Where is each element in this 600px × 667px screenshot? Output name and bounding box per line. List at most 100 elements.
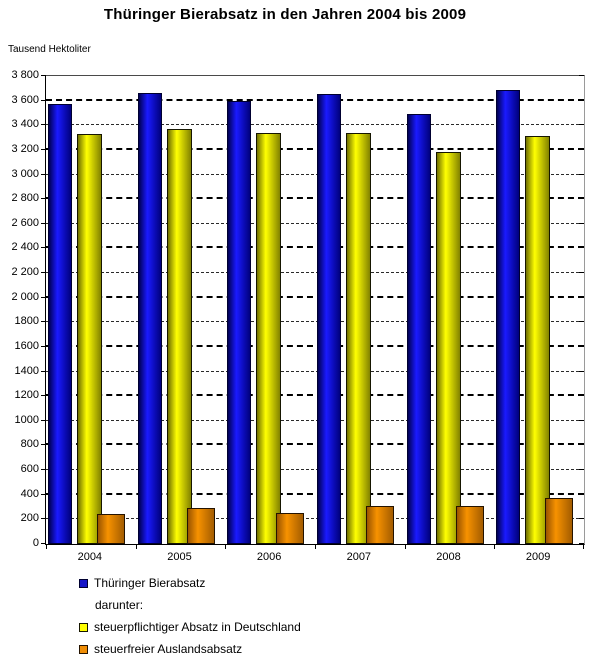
- y-tick-mark: [41, 296, 46, 298]
- y-tick-mark: [41, 222, 46, 224]
- bar-2006-series-2: [276, 513, 305, 544]
- y-tick-mark: [579, 493, 584, 495]
- y-tick-label-1400: 1400: [14, 364, 39, 377]
- x-tick-mark: [583, 544, 584, 549]
- bar-2006-series-1: [256, 133, 282, 544]
- y-tick-label-600: 600: [20, 463, 39, 476]
- y-tick-label-2400: 2 400: [11, 241, 39, 254]
- bar-2007-series-2: [366, 506, 394, 544]
- gridline-2200: [46, 272, 584, 274]
- y-tick-mark: [579, 75, 584, 76]
- y-tick-mark: [579, 321, 584, 323]
- y-tick-mark: [41, 75, 46, 76]
- y-tick-label-200: 200: [20, 512, 39, 525]
- gridline-800: [46, 443, 584, 446]
- bar-group-2008: [405, 76, 495, 544]
- y-tick-label-1600: 1600: [14, 339, 39, 352]
- y-tick-mark: [41, 247, 46, 249]
- y-tick-mark: [579, 518, 584, 520]
- x-tick-label-2009: 2009: [525, 551, 551, 563]
- legend-label-domestic: steuerpflichtiger Absatz in Deutschland: [94, 620, 301, 634]
- y-tick-mark: [579, 124, 584, 126]
- gridline-1800: [46, 321, 584, 323]
- y-tick-mark: [579, 395, 584, 397]
- bar-2005-series-0: [137, 93, 162, 544]
- y-tick-mark: [579, 148, 584, 150]
- y-tick-label-3600: 3 600: [11, 93, 39, 106]
- x-tick-mark: [46, 544, 47, 549]
- gridline-1000: [46, 419, 584, 421]
- gridline-200: [46, 518, 584, 520]
- x-tick-label-2006: 2006: [256, 551, 282, 563]
- y-tick-mark: [41, 272, 46, 274]
- y-tick-mark: [579, 469, 584, 471]
- legend-note-row: darunter:: [79, 598, 143, 612]
- gridline-2400: [46, 246, 584, 249]
- bar-2009-series-2: [545, 498, 574, 544]
- y-tick-mark: [579, 543, 584, 544]
- x-axis-tick-labels: 2004 2005 2006 2007 2008 2009: [45, 551, 583, 567]
- y-tick-mark: [579, 345, 584, 347]
- x-tick-mark: [404, 544, 406, 549]
- bar-2008-series-1: [435, 152, 461, 544]
- plot-area: [41, 75, 585, 549]
- y-tick-label-2600: 2 600: [11, 216, 39, 229]
- gridline-2800: [46, 197, 584, 200]
- gridline-2600: [46, 222, 584, 224]
- y-tick-mark: [41, 543, 46, 544]
- bar-2004-series-2: [97, 514, 125, 544]
- gridline-2000: [46, 295, 584, 298]
- gridline-1400: [46, 370, 584, 372]
- y-tick-mark: [41, 370, 46, 372]
- legend-item-export: steuerfreier Auslandsabsatz: [79, 642, 242, 656]
- bar-2005-series-2: [186, 508, 215, 544]
- y-tick-label-2200: 2 200: [11, 266, 39, 279]
- y-tick-mark: [579, 222, 584, 224]
- bar-2005-series-1: [166, 129, 192, 544]
- y-tick-mark: [41, 493, 46, 495]
- y-tick-mark: [579, 198, 584, 200]
- bar-group-2009: [494, 76, 584, 544]
- y-tick-label-0: 0: [32, 537, 39, 549]
- y-tick-label-3800: 3 800: [11, 69, 39, 81]
- y-tick-mark: [579, 272, 584, 274]
- y-axis-unit-label: Tausend Hektoliter: [8, 44, 91, 55]
- y-tick-mark: [579, 99, 584, 101]
- bar-group-2007: [315, 76, 405, 544]
- y-tick-mark: [41, 419, 46, 421]
- x-tick-mark: [225, 544, 227, 549]
- y-tick-mark: [41, 124, 46, 126]
- gridline-400: [46, 492, 584, 495]
- x-tick-label-2007: 2007: [346, 551, 372, 563]
- y-tick-label-1200: 1200: [14, 389, 39, 402]
- bar-group-2005: [136, 76, 226, 544]
- y-tick-label-400: 400: [20, 487, 39, 500]
- bar-2008-series-0: [406, 114, 431, 544]
- chart-title: Thüringer Bierabsatz in den Jahren 2004 …: [103, 6, 467, 23]
- y-tick-label-3200: 3 200: [11, 142, 39, 155]
- y-tick-mark: [579, 419, 584, 421]
- legend-swatch-blue: [79, 578, 88, 588]
- legend-swatch-orange: [79, 644, 88, 654]
- x-tick-label-2004: 2004: [77, 551, 103, 563]
- bar-2006-series-0: [227, 101, 252, 544]
- legend-item-domestic: steuerpflichtiger Absatz in Deutschland: [79, 620, 301, 634]
- gridline-3400: [46, 124, 584, 126]
- bar-2004-series-1: [77, 134, 102, 544]
- y-tick-mark: [41, 321, 46, 323]
- y-tick-mark: [579, 370, 584, 372]
- x-tick-mark: [315, 544, 316, 549]
- bar-2009-series-0: [496, 90, 521, 544]
- x-tick-label-2008: 2008: [436, 551, 461, 563]
- y-tick-label-2000: 2 000: [11, 290, 39, 303]
- y-tick-mark: [41, 148, 46, 150]
- bar-group-2006: [225, 76, 315, 544]
- y-tick-mark: [41, 518, 46, 520]
- y-tick-mark: [41, 173, 46, 175]
- bar-2009-series-1: [525, 136, 551, 544]
- gridline-600: [46, 469, 584, 471]
- y-tick-mark: [579, 444, 584, 446]
- y-axis-tick-labels: 0 200 400 600 800 1000 1200 1400 1600 1800 2 000 2 …: [0, 69, 39, 549]
- x-tick-mark: [135, 544, 137, 549]
- bar-group-2004: [46, 76, 136, 544]
